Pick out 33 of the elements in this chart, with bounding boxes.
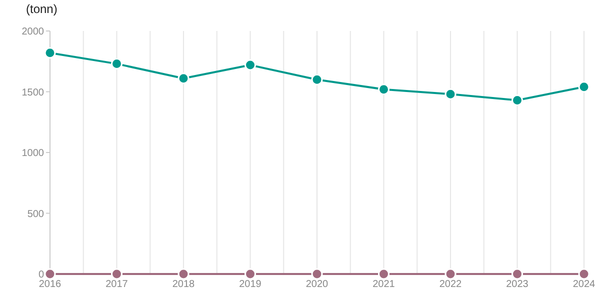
point <box>244 268 256 280</box>
point <box>512 94 523 106</box>
point <box>178 268 190 280</box>
point <box>44 47 56 59</box>
point <box>111 58 122 70</box>
x-tick-label: 2018 <box>172 279 196 290</box>
point <box>378 268 390 280</box>
x-tick-label: 2021 <box>372 279 396 290</box>
x-tick-label: 2023 <box>506 279 529 290</box>
point <box>178 72 190 84</box>
point <box>578 81 590 93</box>
point <box>512 268 523 280</box>
point <box>444 268 456 280</box>
y-tick-label: 500 <box>27 208 44 220</box>
x-tick-label: 2022 <box>439 279 462 290</box>
point <box>44 268 56 280</box>
point <box>578 268 590 280</box>
x-tick-label: 2019 <box>239 279 262 290</box>
point <box>378 84 390 96</box>
point <box>311 74 323 86</box>
point <box>444 88 456 100</box>
y-tick-label: 1000 <box>22 148 44 159</box>
x-tick-label: 2020 <box>306 279 329 290</box>
y-tick-label: 0 <box>38 270 44 280</box>
point <box>111 268 122 280</box>
y-tick-label: 1500 <box>22 87 44 98</box>
x-tick-label: 2016 <box>38 279 62 290</box>
point <box>244 59 256 71</box>
x-tick-label: 2024 <box>572 279 596 290</box>
point <box>311 268 323 280</box>
y-axis-title: (tonn) <box>26 2 58 16</box>
x-tick-label: 2017 <box>106 279 128 290</box>
y-tick-label: 2000 <box>22 26 44 38</box>
